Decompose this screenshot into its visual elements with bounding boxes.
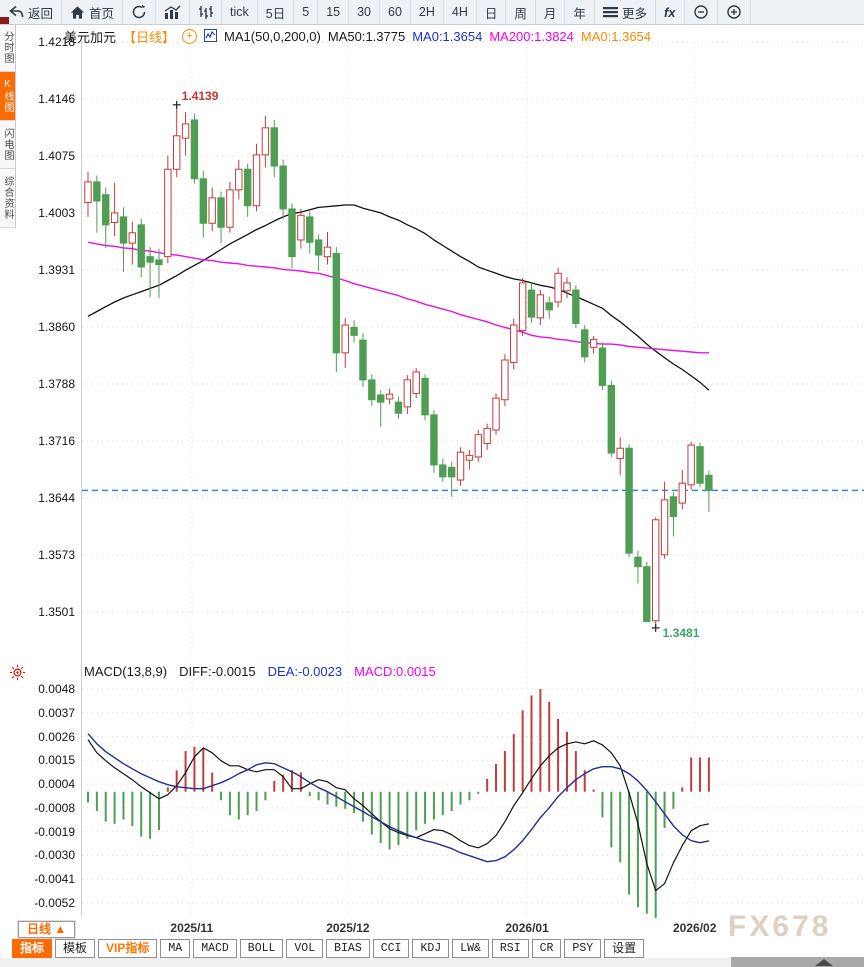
tab-指标[interactable]: 指标 <box>12 939 53 958</box>
menu-icon <box>602 6 618 18</box>
toolbar-label-more: 更多 <box>621 6 647 21</box>
toolbar-item-more[interactable]: 更多 <box>595 0 656 24</box>
tab-VIP指标[interactable]: VIP指标 <box>98 939 158 958</box>
toolbar-label-home: 首页 <box>89 6 115 21</box>
toolbar-item-m15[interactable]: 15 <box>318 0 350 24</box>
tab-模板[interactable]: 模板 <box>55 939 96 958</box>
toolbar-item-tick[interactable]: tick <box>222 0 258 24</box>
macd-diff-value: DIFF:-0.0015 <box>179 664 256 679</box>
tab-LW&[interactable]: LW& <box>452 939 489 958</box>
toolbar-item-back[interactable]: 返回 <box>0 0 63 24</box>
toolbar-item-h4[interactable]: 4H <box>444 0 477 24</box>
toolbar-label-year: 年 <box>573 6 586 21</box>
toolbar-label-h4: 4H <box>451 5 468 19</box>
toolbar-label-month: 月 <box>543 6 557 21</box>
toolbar-label-m5: 5 <box>302 5 310 19</box>
sidebar-item-2[interactable]: K线图 <box>0 72 15 121</box>
add-indicator-icon[interactable]: + <box>182 29 198 44</box>
symbol-name: 美元加元 <box>64 30 117 45</box>
ma0-orange-value: MA0:1.3654 <box>580 29 652 44</box>
toolbar-label-m60: 60 <box>388 5 402 19</box>
fx-icon: fx <box>663 4 676 20</box>
toolbar-item-m60[interactable]: 60 <box>380 0 411 24</box>
toolbar-item-year[interactable]: 年 <box>565 0 595 24</box>
period-label: 【日线】 <box>123 30 176 45</box>
main-chart-legend: 美元加元 【日线】 + MA1(50,0,200,0) MA50:1.3775 … <box>64 27 651 46</box>
home-icon <box>70 5 85 20</box>
toolbar-item-day[interactable]: 日 <box>477 0 507 24</box>
macd-title: MACD(13,8,9) <box>84 664 168 679</box>
toolbar-item-bar-chart[interactable] <box>156 0 191 24</box>
indicator-tab-bar: 指标 模板 VIP指标 MA MACD BOLL VOL BIAS CCI KDJ LW& RSI CR… <box>12 939 645 958</box>
tab-CCI[interactable]: CCI <box>372 939 410 958</box>
indicator-settings-icon[interactable] <box>9 664 26 686</box>
macd-dea-value: DEA:-0.0023 <box>267 664 343 679</box>
sidebar-item-3[interactable]: 闪电图 <box>0 121 15 169</box>
watermark: FX678 <box>728 910 832 943</box>
zoom-out-icon <box>693 4 709 20</box>
toolbar-item-week[interactable]: 周 <box>506 0 536 24</box>
horizontal-scrollbar[interactable] <box>731 957 864 967</box>
toolbar-item-h2[interactable]: 2H <box>411 0 444 24</box>
low-price-annotation: 1.3481 <box>662 625 700 640</box>
tab-CR[interactable]: CR <box>531 939 562 958</box>
toolbar-label-week: 周 <box>514 6 527 21</box>
bar-chart-icon <box>164 5 181 20</box>
tab-VOL[interactable]: VOL <box>286 939 324 958</box>
corner-marker <box>0 17 9 24</box>
sidebar-item-4[interactable]: 综合资料 <box>0 169 15 228</box>
ma0-blue-value: MA0:1.3654 <box>412 29 483 44</box>
toolbar-item-fx[interactable]: fx <box>656 0 685 24</box>
toolbar-label-5d: 5日 <box>265 6 286 21</box>
toolbar-label-m15: 15 <box>326 5 341 19</box>
ma50-value: MA50:1.3775 <box>327 29 406 44</box>
chart-type-sidebar: 分时图 K线图 闪电图 综合资料 <box>0 24 16 228</box>
toolbar-item-m5[interactable]: 5 <box>294 0 319 24</box>
period-selector-dropdown[interactable]: 日线 ▲ <box>16 920 77 939</box>
toolbar-item-m30[interactable]: 30 <box>349 0 380 24</box>
tab-RSI[interactable]: RSI <box>491 939 529 958</box>
refresh-icon <box>131 4 147 20</box>
toolbar-item-home[interactable]: 首页 <box>62 0 124 24</box>
toolbar-item-hlc-chart[interactable] <box>190 0 223 24</box>
zoom-in-icon <box>726 4 742 20</box>
macd-macd-value: MACD:0.0015 <box>354 664 436 679</box>
ma200-value: MA200:1.3824 <box>489 29 574 44</box>
toolbar-label-back: 返回 <box>28 6 54 21</box>
toolbar-item-zoom-out[interactable] <box>685 0 718 24</box>
hlc-chart-icon <box>198 5 214 20</box>
ma-group-label: MA1(50,0,200,0) <box>224 29 321 44</box>
toolbar-item-refresh[interactable] <box>123 0 157 24</box>
back-arrow-icon <box>8 4 24 20</box>
kline-icon <box>204 28 218 45</box>
tab-设置[interactable]: 设置 <box>604 939 645 958</box>
tab-MACD[interactable]: MACD <box>193 939 237 958</box>
tab-PSY[interactable]: PSY <box>564 939 602 958</box>
tab-BIAS[interactable]: BIAS <box>326 939 370 958</box>
toolbar-item-month[interactable]: 月 <box>536 0 566 24</box>
sidebar-item-1[interactable]: 分时图 <box>0 24 15 72</box>
macd-legend: MACD(13,8,9) DIFF:-0.0015 DEA:-0.0023 MA… <box>84 664 436 679</box>
toolbar-label-day: 日 <box>484 6 498 21</box>
period-selector-label: 日线 <box>27 922 52 936</box>
toolbar-label-tick: tick <box>230 5 249 19</box>
scroll-up-arrow-icon <box>815 959 833 966</box>
high-price-annotation: 1.4139 <box>181 88 219 103</box>
bottom-strip <box>0 958 864 967</box>
top-toolbar: 返回 首页 tick 5日 5 15 30 60 2H 4H 日 周 月 年 更多 fx <box>0 0 864 25</box>
chevron-up-icon: ▲ <box>54 922 67 936</box>
toolbar-label-m30: 30 <box>357 5 371 19</box>
toolbar-item-zoom-in[interactable] <box>718 0 751 24</box>
tab-MA[interactable]: MA <box>160 939 191 958</box>
toolbar-item-5d[interactable]: 5日 <box>258 0 295 24</box>
tab-KDJ[interactable]: KDJ <box>412 939 450 958</box>
toolbar-label-h2: 2H <box>418 5 435 19</box>
tab-BOLL[interactable]: BOLL <box>239 939 284 958</box>
